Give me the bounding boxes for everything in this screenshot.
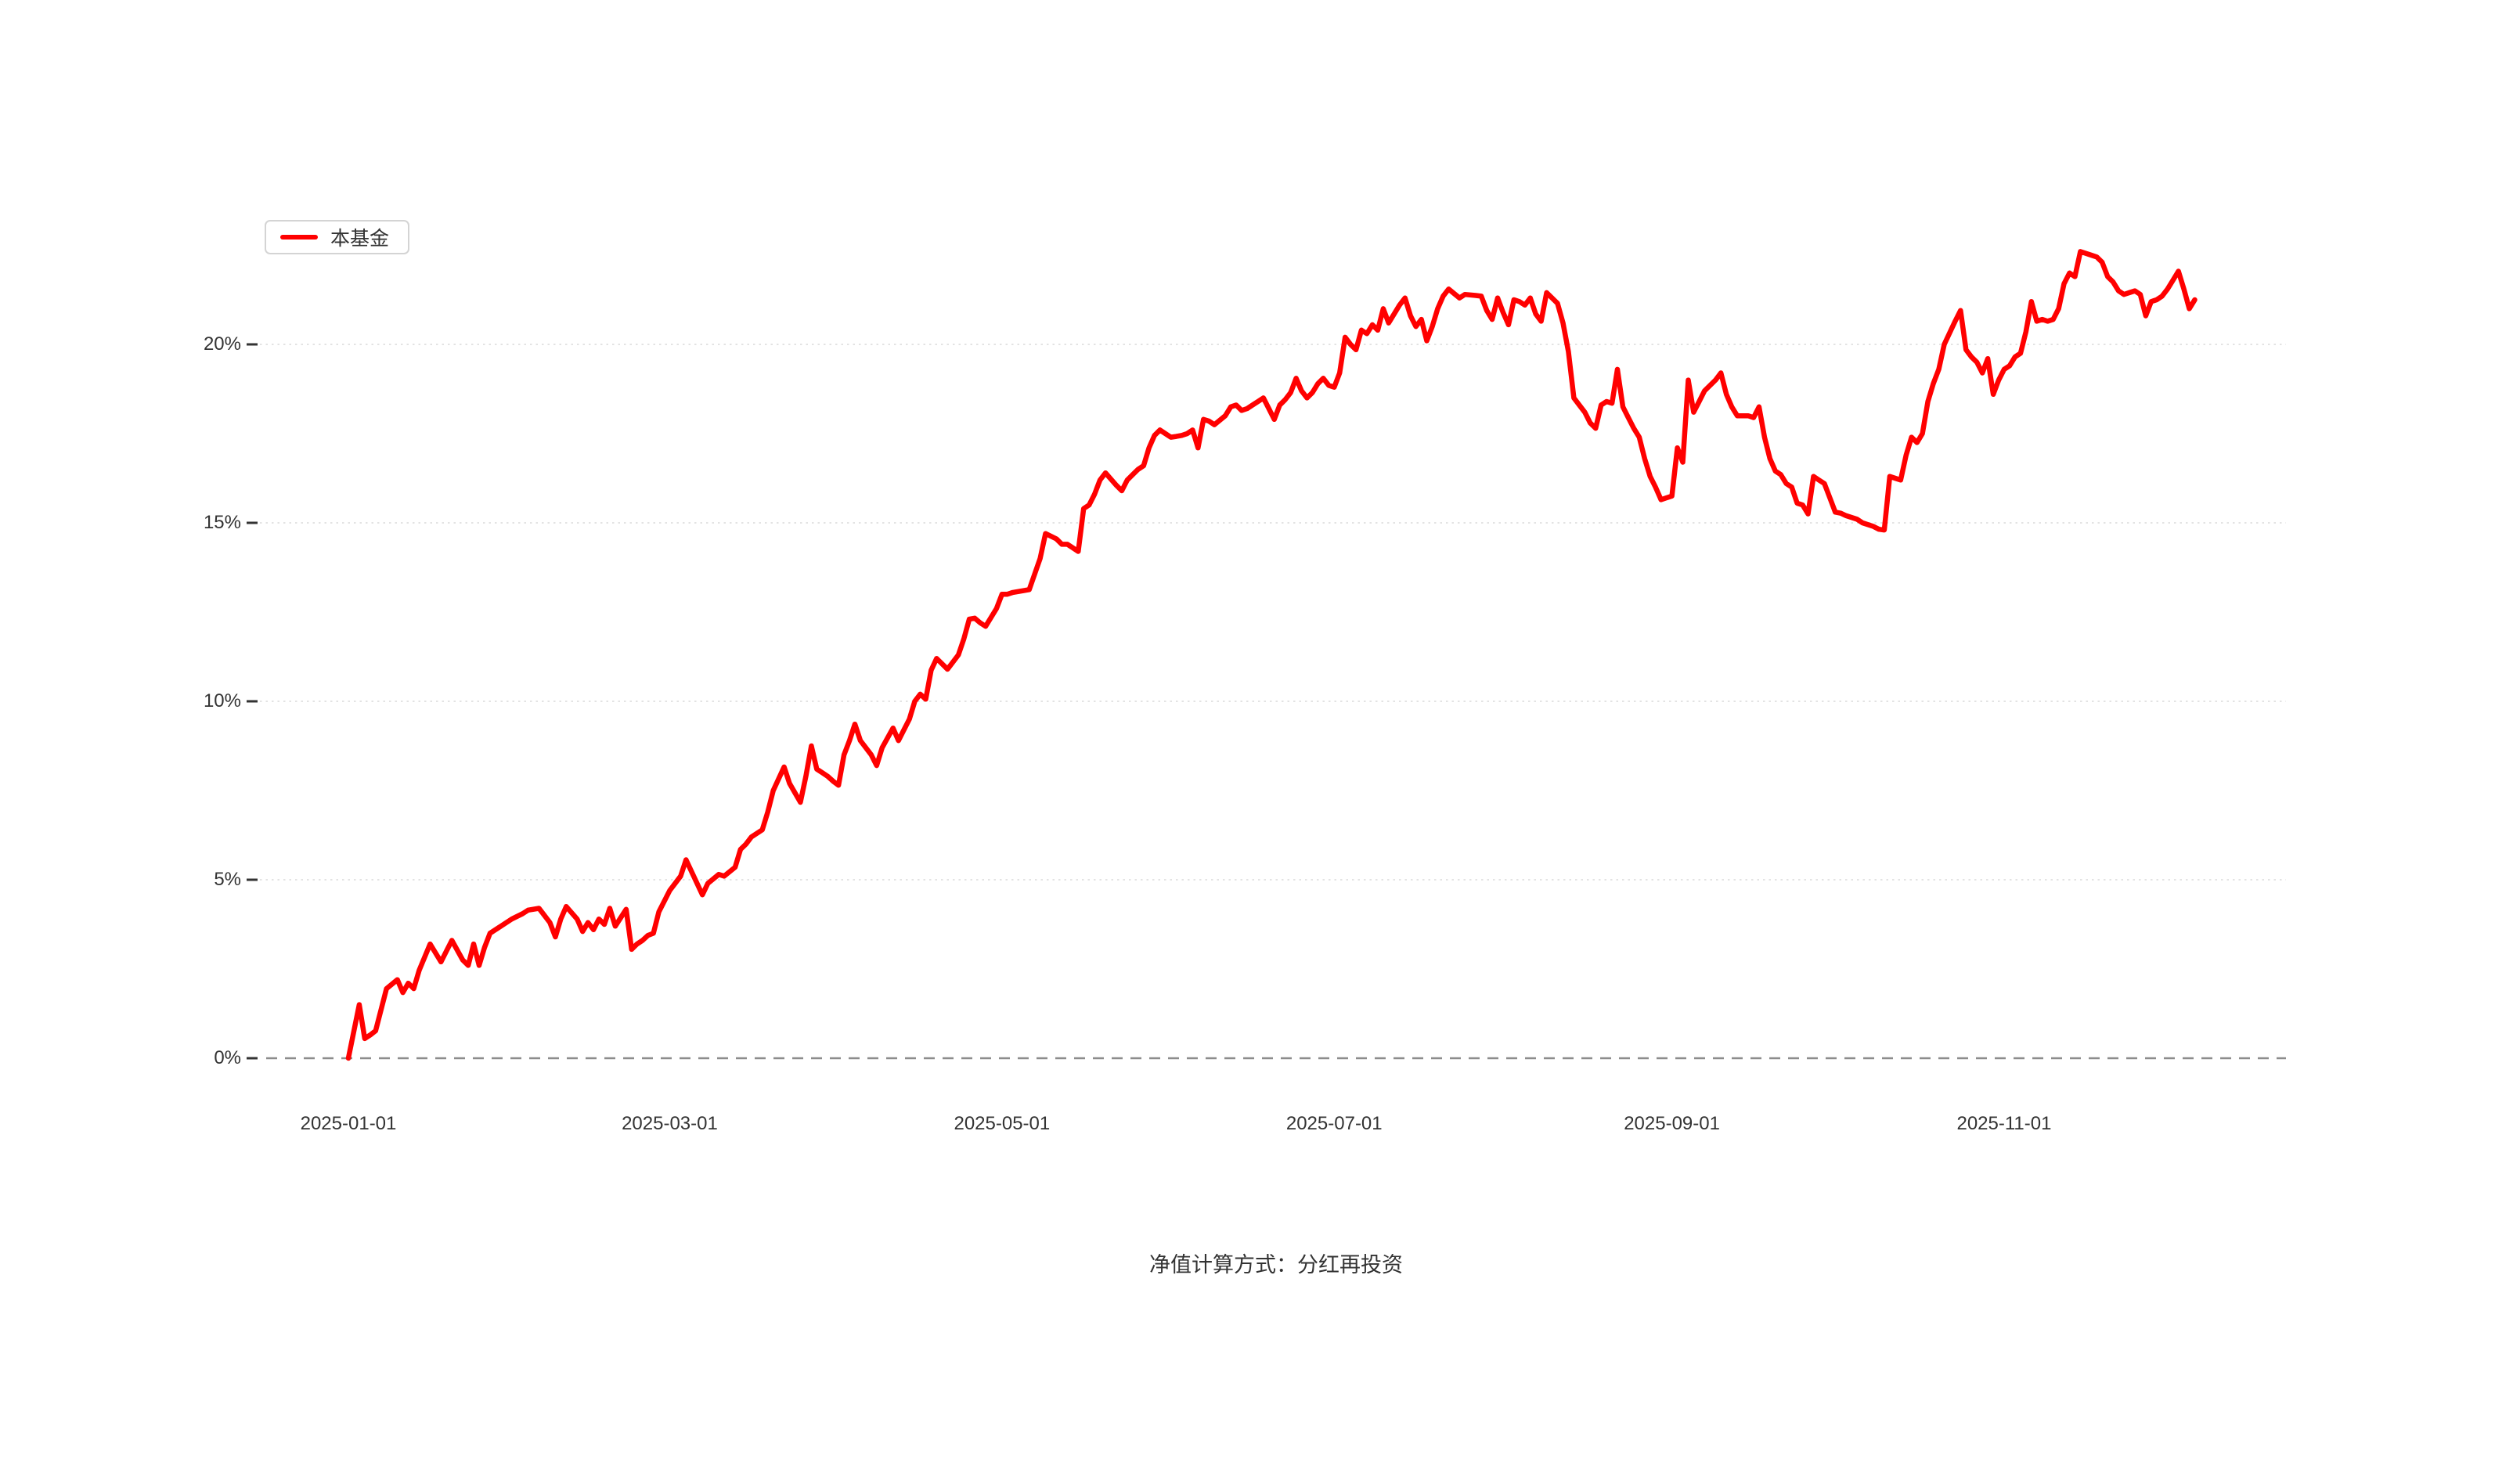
x-tick-label: 2025-07-01 [1285, 1113, 1383, 1134]
y-tick-label: 5% [214, 869, 241, 890]
nav-calc-caption: 净值计算方式：分红再投资 [1149, 1253, 1403, 1277]
legend-item-fund[interactable]: 本基金 [265, 220, 410, 254]
x-tick-label: 2025-09-01 [1624, 1113, 1720, 1134]
y-tick-label: 15% [203, 512, 241, 533]
legend-line-swatch [280, 235, 318, 240]
y-tick-label: 10% [203, 690, 241, 711]
x-tick-label: 2025-05-01 [954, 1113, 1051, 1134]
x-tick-label: 2025-11-01 [1956, 1113, 2052, 1134]
legend-label: 本基金 [330, 228, 390, 250]
x-tick-label: 2025-01-01 [300, 1113, 397, 1134]
fund-return-line [345, 249, 2198, 1061]
y-tick-label: 20% [203, 333, 241, 355]
x-tick-label: 2025-03-01 [622, 1113, 718, 1134]
y-tick-label: 0% [214, 1047, 241, 1068]
